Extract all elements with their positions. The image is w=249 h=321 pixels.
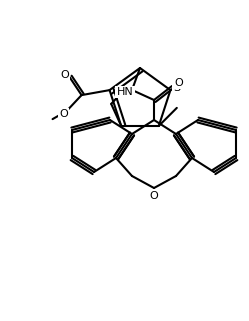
Text: O: O: [175, 78, 183, 88]
Text: O: O: [150, 191, 158, 201]
Text: O: O: [59, 109, 68, 119]
Text: HN: HN: [117, 87, 133, 97]
Text: O: O: [60, 70, 69, 80]
Text: S: S: [173, 83, 180, 93]
